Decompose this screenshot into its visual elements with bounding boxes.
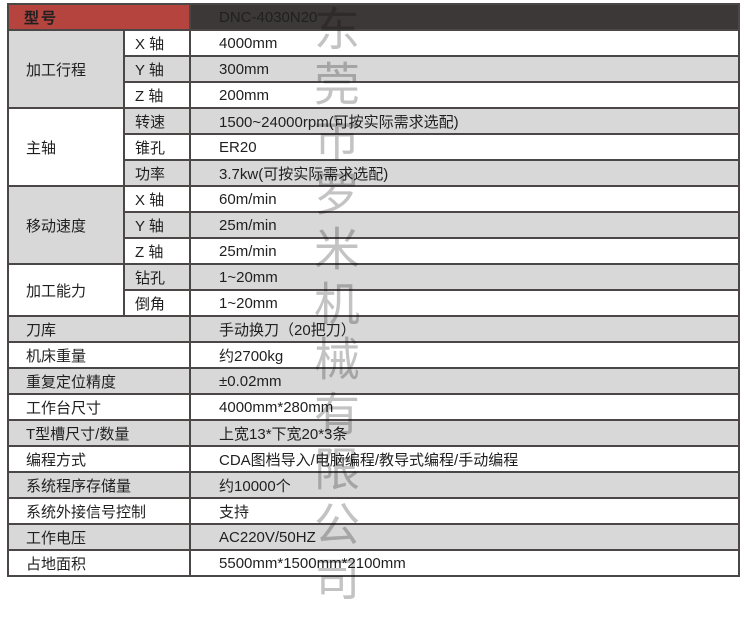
model-header-value: DNC-4030N20 <box>189 3 741 31</box>
table-row: 主轴 转速 1500~24000rpm(可按实际需求选配) <box>7 107 741 187</box>
spec-sublabel: X 轴 <box>122 29 192 57</box>
table-row: Z 轴 200mm <box>8 81 741 109</box>
table-row: 加工行程 X 轴 4000mm <box>7 29 741 109</box>
spec-sublabel: Z 轴 <box>122 81 192 109</box>
spec-label: 重复定位精度 <box>6 367 192 395</box>
table-row: 重复定位精度 ±0.02mm <box>6 367 741 395</box>
spec-label: 工作台尺寸 <box>6 393 192 421</box>
table-row: 机床重量 约2700kg <box>6 341 741 369</box>
table-row: 工作电压 AC220V/50HZ <box>6 523 741 551</box>
table-row: 工作台尺寸 4000mm*280mm <box>6 393 741 421</box>
spec-value: 25m/min <box>189 237 741 265</box>
spec-category: 主轴 <box>7 107 125 187</box>
table-row: 系统程序存储量 约10000个 <box>6 471 741 499</box>
spec-label: T型槽尺寸/数量 <box>6 419 192 447</box>
spec-value: 上宽13*下宽20*3条 <box>189 419 741 447</box>
spec-value: 3.7kw(可按实际需求选配) <box>189 159 741 187</box>
spec-value: 4000mm <box>189 29 741 57</box>
spec-value: 1500~24000rpm(可按实际需求选配) <box>189 107 741 135</box>
spec-value: 1~20mm <box>189 263 741 291</box>
table-row: 占地面积 5500mm*1500mm*2100mm <box>6 549 741 577</box>
model-header-label: 型号 <box>6 3 192 31</box>
spec-label: 工作电压 <box>6 523 192 551</box>
spec-value: CDA图档导入/电脑编程/教导式编程/手动编程 <box>189 445 741 473</box>
spec-category: 加工能力 <box>7 263 125 317</box>
spec-sublabel: 锥孔 <box>122 133 192 161</box>
spec-sublabel: Y 轴 <box>122 55 192 83</box>
spec-sublabel: 转速 <box>122 107 192 135</box>
table-row: 系统外接信号控制 支持 <box>6 497 741 525</box>
spec-label: 刀库 <box>6 315 192 343</box>
spec-value: 1~20mm <box>189 289 741 317</box>
table-row: 编程方式 CDA图档导入/电脑编程/教导式编程/手动编程 <box>6 445 741 473</box>
spec-sublabel: 倒角 <box>122 289 192 317</box>
spec-sublabel: 功率 <box>122 159 192 187</box>
header-row: 型号 DNC-4030N20 <box>6 3 741 31</box>
spec-value: 4000mm*280mm <box>189 393 741 421</box>
spec-label: 编程方式 <box>6 445 192 473</box>
spec-category: 移动速度 <box>7 185 125 265</box>
spec-value: 200mm <box>189 81 741 109</box>
table-row: 锥孔 ER20 <box>8 133 741 161</box>
spec-sublabel: Y 轴 <box>122 211 192 239</box>
spec-value: 5500mm*1500mm*2100mm <box>189 549 741 577</box>
spec-label: 占地面积 <box>6 549 192 577</box>
spec-value: 300mm <box>189 55 741 83</box>
spec-value: ±0.02mm <box>189 367 741 395</box>
spec-value: 支持 <box>189 497 741 525</box>
spec-value: ER20 <box>189 133 741 161</box>
table-row: Z 轴 25m/min <box>8 237 741 265</box>
spec-value: 25m/min <box>189 211 741 239</box>
spec-label: 系统外接信号控制 <box>6 497 192 525</box>
table-row: 功率 3.7kw(可按实际需求选配) <box>8 159 741 187</box>
spec-table: 型号 DNC-4030N20 加工行程 X 轴 4000mm Y 轴 300mm… <box>6 3 741 577</box>
table-row: 移动速度 X 轴 60m/min <box>7 185 741 265</box>
spec-category: 加工行程 <box>7 29 125 109</box>
table-row: Y 轴 25m/min <box>8 211 741 239</box>
spec-value: AC220V/50HZ <box>189 523 741 551</box>
spec-sublabel: 钻孔 <box>122 263 192 291</box>
spec-value: 约10000个 <box>189 471 741 499</box>
table-row: T型槽尺寸/数量 上宽13*下宽20*3条 <box>6 419 741 447</box>
table-row: 加工能力 钻孔 1~20mm <box>7 263 741 317</box>
spec-value: 60m/min <box>189 185 741 213</box>
table-row: Y 轴 300mm <box>8 55 741 83</box>
spec-sublabel: X 轴 <box>122 185 192 213</box>
spec-label: 机床重量 <box>6 341 192 369</box>
spec-sublabel: Z 轴 <box>122 237 192 265</box>
spec-value: 约2700kg <box>189 341 741 369</box>
table-row: 倒角 1~20mm <box>8 289 741 317</box>
table-row: 刀库 手动换刀（20把刀） <box>6 315 741 343</box>
spec-value: 手动换刀（20把刀） <box>189 315 741 343</box>
spec-label: 系统程序存储量 <box>6 471 192 499</box>
